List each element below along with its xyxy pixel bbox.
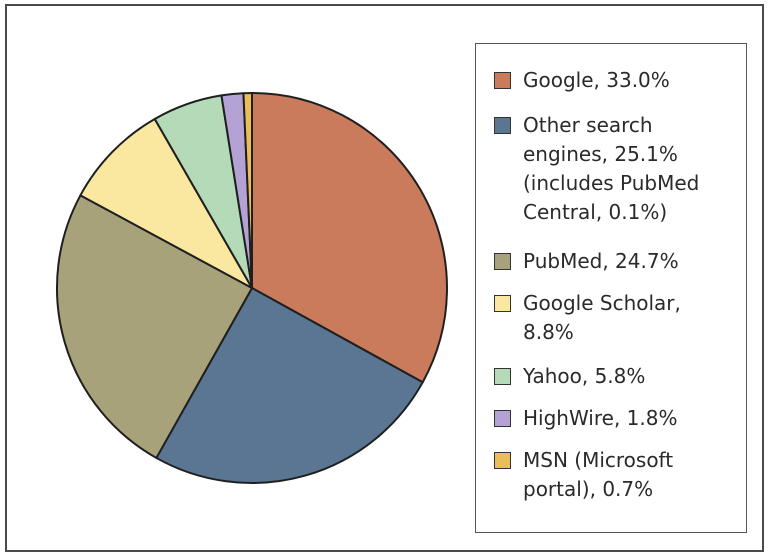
legend-item-msn: MSN (Microsoft portal), 0.7%: [494, 446, 728, 504]
legend-item-yahoo: Yahoo, 5.8%: [494, 362, 728, 391]
legend-label-highwire: HighWire, 1.8%: [523, 404, 728, 433]
legend-swatch-google-scholar: [494, 295, 511, 312]
legend-label-other-search-engines: Other search engines, 25.1% (includes Pu…: [523, 111, 728, 227]
legend-label-pubmed: PubMed, 24.7%: [523, 247, 728, 276]
legend-item-highwire: HighWire, 1.8%: [494, 404, 728, 433]
legend-item-pubmed: PubMed, 24.7%: [494, 247, 728, 276]
legend-item-other-search-engines: Other search engines, 25.1% (includes Pu…: [494, 111, 728, 227]
legend-swatch-pubmed: [494, 253, 511, 270]
legend-swatch-highwire: [494, 410, 511, 427]
legend-label-google: Google, 33.0%: [523, 66, 728, 95]
legend: Google, 33.0% Other search engines, 25.1…: [475, 43, 747, 533]
legend-swatch-google: [494, 72, 511, 89]
legend-swatch-other-search-engines: [494, 117, 511, 134]
legend-label-google-scholar: Google Scholar, 8.8%: [523, 289, 728, 347]
legend-item-google: Google, 33.0%: [494, 66, 728, 95]
legend-item-google-scholar: Google Scholar, 8.8%: [494, 289, 728, 347]
legend-swatch-yahoo: [494, 368, 511, 385]
legend-label-msn: MSN (Microsoft portal), 0.7%: [523, 446, 728, 504]
legend-label-yahoo: Yahoo, 5.8%: [523, 362, 728, 391]
legend-swatch-msn: [494, 452, 511, 469]
